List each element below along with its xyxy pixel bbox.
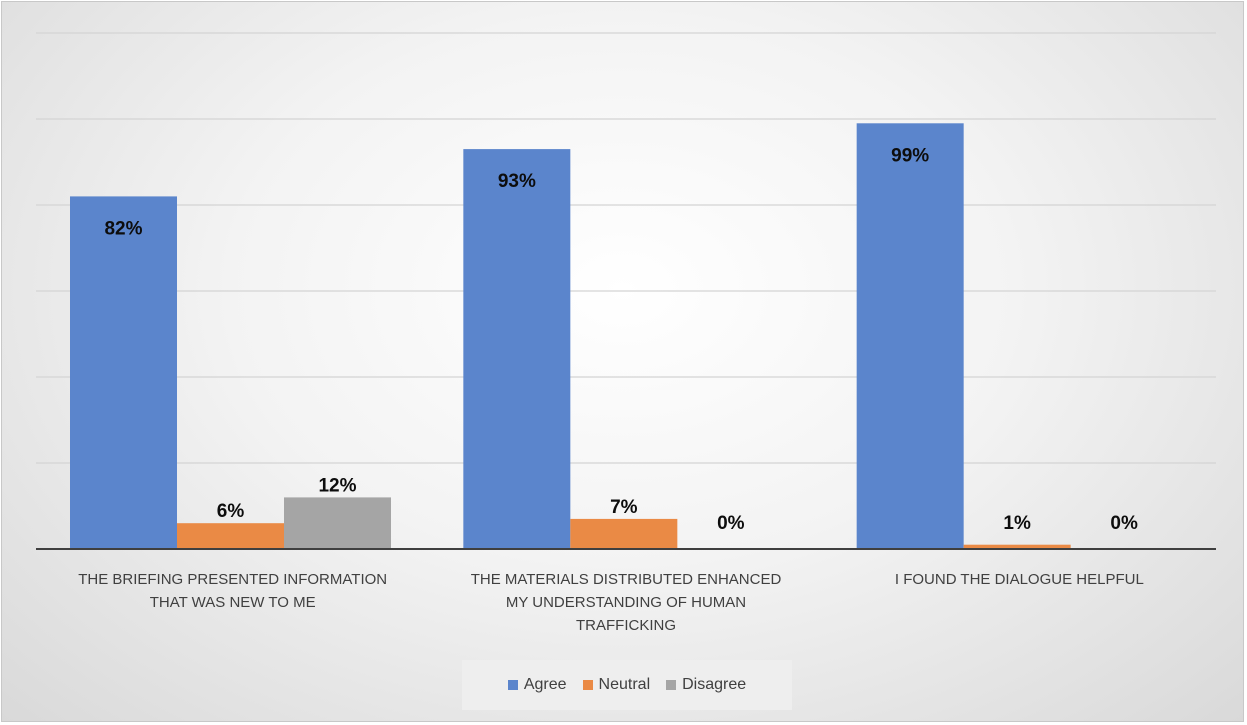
bar-neutral: [177, 523, 284, 549]
gridlines: [36, 32, 1216, 464]
category-label: I FOUND THE DIALOGUE HELPFUL: [895, 571, 1144, 588]
category-label: THE MATERIALS DISTRIBUTED ENHANCED MY UND…: [471, 571, 782, 634]
legend-swatch-neutral: [582, 680, 593, 690]
data-label-neutral: 6%: [217, 501, 245, 522]
legend: Agree Neutral Disagree: [462, 660, 792, 710]
bars: [70, 123, 1071, 550]
bar-neutral: [570, 518, 678, 549]
bar-disagree: [284, 497, 391, 549]
data-label-disagree: 0%: [717, 513, 745, 534]
legend-entry-agree: Agree: [507, 676, 567, 694]
data-label-neutral: 7%: [610, 497, 638, 518]
bar-agree: [856, 123, 964, 550]
legend-label-disagree: Disagree: [682, 676, 747, 693]
data-label-agree: 82%: [104, 218, 142, 239]
data-label-agree: 93%: [498, 171, 536, 192]
legend-entry-disagree: Disagree: [666, 676, 746, 694]
legend-entry-neutral: Neutral: [582, 676, 651, 694]
data-label-disagree: 0%: [1110, 513, 1138, 534]
data-labels: 82% 6% 12% 93% 7% 0% 99% 1% 0%: [104, 145, 1138, 534]
legend-swatch-agree: [507, 680, 518, 690]
bar-neutral: [963, 544, 1071, 549]
legend-label-neutral: Neutral: [598, 676, 651, 693]
category-labels: THE BRIEFING PRESENTED INFORMATION THAT W…: [78, 571, 1144, 634]
data-label-agree: 99%: [891, 145, 929, 166]
data-label-disagree: 12%: [318, 475, 356, 496]
legend-label-agree: Agree: [523, 676, 567, 693]
data-label-neutral: 1%: [1003, 513, 1031, 534]
bar-agree: [463, 149, 571, 549]
legend-swatch-disagree: [666, 680, 677, 690]
bar-agree: [70, 196, 177, 549]
category-label: THE BRIEFING PRESENTED INFORMATION THAT W…: [78, 571, 387, 611]
